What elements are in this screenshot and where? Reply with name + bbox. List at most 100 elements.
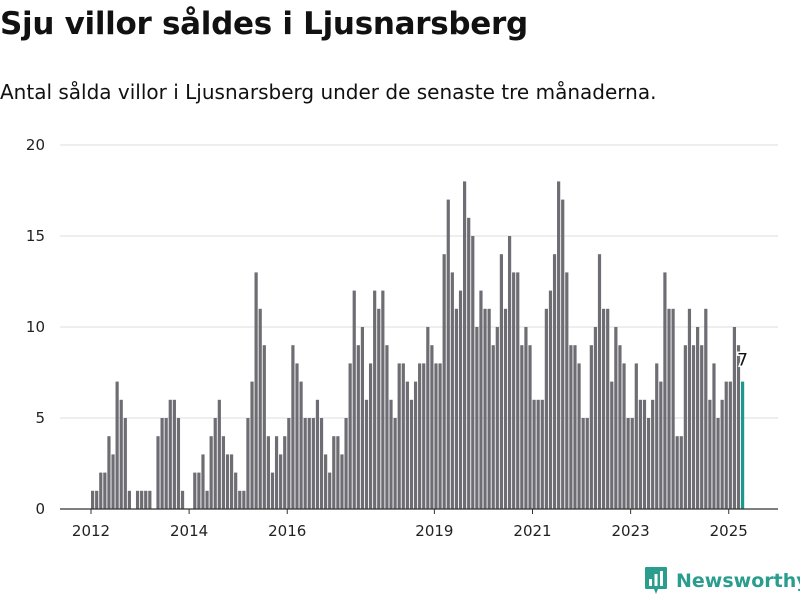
x-tick-label: 2014	[170, 522, 208, 540]
x-tick-label: 2012	[72, 522, 110, 540]
bar	[614, 327, 618, 509]
bar	[140, 490, 144, 509]
bar-highlight	[740, 381, 745, 509]
bar	[401, 363, 405, 509]
bar	[418, 363, 422, 509]
bar	[205, 490, 209, 509]
bar	[303, 418, 307, 509]
bar	[585, 418, 589, 509]
bar	[336, 436, 340, 509]
bar	[409, 399, 414, 509]
bar	[683, 345, 687, 509]
bar	[499, 254, 503, 509]
bar	[565, 272, 569, 509]
bar	[573, 345, 577, 509]
bar	[266, 436, 270, 509]
bar	[352, 290, 356, 509]
bar	[340, 454, 344, 509]
bar	[381, 290, 385, 509]
chart-title: Sju villor såldes i Ljusnarsberg	[0, 6, 528, 42]
y-tick-label: 20	[26, 136, 45, 154]
bar	[479, 290, 483, 509]
bar	[696, 327, 700, 509]
bar	[675, 436, 679, 509]
bar	[176, 418, 181, 509]
bar	[123, 418, 127, 509]
bar	[728, 381, 732, 509]
bar	[434, 363, 438, 509]
bar	[180, 490, 185, 509]
bar	[209, 436, 213, 509]
bar	[246, 418, 250, 509]
bar	[225, 454, 230, 509]
bar	[127, 490, 131, 509]
bar	[716, 418, 720, 509]
bar	[148, 490, 152, 509]
bar	[270, 472, 275, 509]
bar	[291, 345, 295, 509]
bar	[319, 418, 324, 509]
bar	[332, 436, 336, 509]
bar	[397, 363, 401, 509]
bar	[520, 345, 524, 509]
bar	[581, 418, 585, 509]
bar	[622, 363, 626, 509]
bar	[454, 308, 459, 509]
bar	[160, 418, 164, 509]
bar	[450, 272, 454, 509]
bar	[606, 308, 610, 509]
bar	[168, 399, 172, 509]
bar	[250, 381, 254, 509]
y-tick-label: 0	[35, 500, 45, 518]
bar	[687, 308, 692, 509]
bar	[307, 418, 311, 509]
bar	[111, 454, 115, 509]
bar	[430, 345, 434, 509]
bar	[234, 472, 238, 509]
bar	[197, 472, 201, 509]
chart-subtitle: Antal sålda villor i Ljusnarsberg under …	[0, 80, 657, 104]
bar	[512, 272, 516, 509]
brand-logo: Newsworthy	[644, 566, 800, 596]
bar	[642, 399, 647, 509]
bar	[422, 363, 426, 509]
x-tick-label: 2021	[513, 522, 551, 540]
y-tick-label: 5	[35, 409, 45, 427]
bar	[258, 308, 262, 509]
bar	[299, 381, 303, 509]
bar	[561, 199, 565, 509]
bar	[528, 345, 532, 509]
bar	[144, 490, 148, 509]
x-tick-label: 2019	[415, 522, 453, 540]
bar	[360, 327, 365, 509]
bar	[589, 345, 593, 509]
bar	[593, 327, 598, 509]
bar	[597, 254, 602, 509]
x-tick-label: 2025	[710, 522, 748, 540]
bar	[577, 363, 581, 509]
bar	[602, 308, 606, 509]
bar	[373, 290, 377, 509]
bar	[164, 418, 168, 509]
bar	[463, 181, 467, 509]
bar	[368, 363, 373, 509]
bar	[348, 363, 352, 509]
bar	[544, 308, 548, 509]
bar	[524, 327, 528, 509]
bar	[221, 436, 226, 509]
bar	[95, 490, 99, 509]
bar	[634, 363, 638, 509]
bar	[405, 381, 409, 509]
bar	[156, 436, 160, 509]
bar	[671, 308, 675, 509]
bar	[712, 363, 716, 509]
bar	[217, 399, 221, 509]
bar	[364, 399, 369, 509]
bar	[736, 345, 741, 509]
bar	[356, 345, 360, 509]
bar	[328, 472, 332, 509]
bar	[626, 418, 630, 509]
bar	[487, 308, 491, 509]
bar	[442, 254, 446, 509]
bar	[377, 308, 381, 509]
